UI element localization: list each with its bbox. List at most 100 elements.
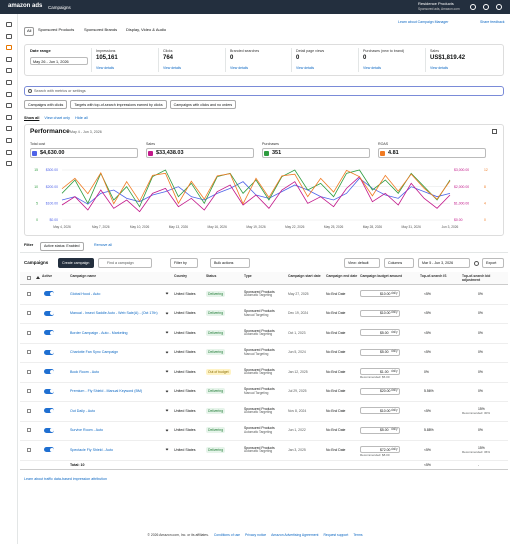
view-link[interactable]: Show all	[24, 116, 40, 120]
top-link[interactable]: Share feedback	[480, 20, 505, 24]
bulk-actions[interactable]: Bulk actions	[210, 258, 250, 268]
create-campaign-button[interactable]: Create campaign	[58, 258, 94, 268]
column-header[interactable]: Top-of-search bid adjustment	[462, 273, 491, 282]
campaign-name[interactable]: Border Campaign - Auto - Marketing	[70, 330, 128, 335]
column-header[interactable]: Campaign end date	[326, 273, 358, 278]
campaign-name[interactable]: Book Room - Auto	[70, 369, 100, 374]
budget-input[interactable]	[360, 368, 400, 375]
active-toggle[interactable]	[44, 291, 54, 296]
active-toggle[interactable]	[44, 369, 54, 374]
budget-input[interactable]	[360, 387, 400, 395]
sidebar-icon[interactable]	[6, 45, 12, 51]
budget-input[interactable]	[360, 348, 400, 356]
campaign-name[interactable]: Out Daily - Auto	[70, 408, 96, 413]
row-checkbox[interactable]	[27, 447, 31, 452]
sidebar-icon[interactable]	[6, 68, 12, 74]
budget-input[interactable]	[360, 290, 400, 297]
sidebar-icon[interactable]	[6, 22, 12, 27]
column-header[interactable]: Campaign start date	[288, 273, 321, 278]
active-toggle[interactable]	[44, 310, 54, 316]
remove-filters[interactable]: Remove all	[94, 243, 112, 247]
header-checkbox[interactable]	[27, 276, 31, 280]
tab[interactable]: Sponsored Brands	[84, 27, 118, 32]
row-checkbox[interactable]	[27, 408, 31, 413]
column-header[interactable]: Type	[244, 273, 252, 278]
filter-by[interactable]: Filter by	[170, 258, 198, 268]
campaign-name[interactable]: Manual - Insect Saddle Auto - Web Sale(A…	[70, 311, 158, 315]
active-toggle[interactable]	[44, 330, 54, 335]
view-link[interactable]: Hide all	[75, 116, 88, 120]
column-header[interactable]: Campaign name	[70, 273, 97, 278]
active-toggle[interactable]	[44, 447, 54, 452]
active-toggle[interactable]	[44, 427, 54, 433]
search-bar[interactable]	[24, 86, 504, 96]
sidebar-icon[interactable]	[6, 126, 12, 132]
tab[interactable]: Sponsored Products	[38, 27, 75, 32]
logo[interactable]: amazon ads	[8, 3, 43, 9]
row-checkbox[interactable]	[27, 291, 31, 296]
footer-item[interactable]: Terms	[353, 533, 363, 537]
footer-item[interactable]: Conditions of use	[213, 533, 241, 537]
sidebar-icon[interactable]	[6, 138, 12, 143]
row-checkbox[interactable]	[27, 428, 31, 432]
row-checkbox[interactable]	[27, 350, 31, 354]
footer-item[interactable]: Amazon Advertising Agreement	[271, 533, 319, 537]
filter-chip[interactable]: Campaigns with clicks and no orders	[169, 100, 237, 110]
column-header[interactable]: Campaign budget amount	[360, 273, 402, 278]
header-icon[interactable]	[483, 4, 489, 10]
filter-chip[interactable]: Campaigns with clicks	[24, 100, 68, 110]
view-link[interactable]: View chart only	[44, 116, 71, 120]
tab[interactable]: All	[24, 27, 35, 36]
account-name[interactable]: Residence Products	[418, 1, 454, 6]
metric-selector[interactable]	[378, 148, 486, 158]
budget-input[interactable]	[360, 309, 400, 317]
sidebar-icon[interactable]	[6, 114, 12, 120]
metric-link[interactable]: View details	[96, 66, 115, 70]
budget-input[interactable]	[360, 329, 400, 336]
find-campaign[interactable]: Find a campaign	[98, 258, 152, 268]
metric-selector[interactable]	[146, 148, 254, 158]
filter-chip[interactable]: Targets with top-of-search impressions e…	[70, 100, 167, 110]
date-picker[interactable]: May 26 - Jun 1, 2026	[30, 57, 88, 65]
campaign-name[interactable]: Spectacle Fly Shield - Auto	[70, 447, 113, 452]
metric-selector-label[interactable]: Sales	[146, 142, 155, 146]
columns-button[interactable]: Columns	[384, 258, 414, 268]
metric-link[interactable]: View details	[296, 66, 315, 70]
date-range[interactable]: Mar 5 - Jun 3, 2026	[418, 258, 470, 268]
export-button[interactable]: Export	[482, 258, 504, 268]
metric-selector-label[interactable]: ROAS	[378, 142, 389, 146]
metric-link[interactable]: View details	[230, 66, 249, 70]
row-checkbox[interactable]	[27, 311, 31, 315]
attribution-link[interactable]: Learn about traffic data-based impressio…	[24, 477, 108, 481]
metric-selector[interactable]	[30, 148, 138, 158]
sidebar-icon[interactable]	[6, 149, 12, 155]
budget-input[interactable]	[360, 426, 400, 434]
top-link[interactable]: Learn about Campaign Manager	[398, 20, 449, 24]
column-header[interactable]: Status	[206, 273, 217, 278]
filter-chip[interactable]: Active status: Enabled	[40, 241, 84, 251]
metric-selector-label[interactable]: Purchases	[262, 142, 279, 146]
metric-link[interactable]: View details	[363, 66, 382, 70]
campaign-name[interactable]: Global Hood - Auto	[70, 291, 101, 296]
expand-icon[interactable]	[492, 129, 497, 134]
footer-item[interactable]: Request support	[323, 533, 349, 537]
header-icon[interactable]	[470, 4, 476, 10]
view-selector[interactable]: View: default	[344, 258, 380, 268]
metric-link[interactable]: View details	[430, 66, 449, 70]
budget-input[interactable]	[360, 407, 400, 414]
column-header[interactable]: Top-of-search IS	[420, 273, 447, 278]
row-checkbox[interactable]	[27, 330, 31, 335]
metric-selector-label[interactable]: Total cost	[30, 142, 46, 146]
tab[interactable]: Display, Video & Audio	[126, 27, 167, 32]
column-header[interactable]: Active	[42, 273, 53, 278]
sidebar-icon[interactable]	[6, 91, 12, 97]
metric-link[interactable]: View details	[163, 66, 182, 70]
active-toggle[interactable]	[44, 388, 54, 394]
sidebar-icon[interactable]	[6, 33, 12, 39]
budget-input[interactable]	[360, 446, 400, 453]
column-header[interactable]: Country	[174, 273, 187, 278]
active-toggle[interactable]	[44, 408, 54, 413]
row-checkbox[interactable]	[27, 369, 31, 374]
sidebar-icon[interactable]	[6, 80, 12, 85]
settings-icon[interactable]	[474, 260, 479, 266]
